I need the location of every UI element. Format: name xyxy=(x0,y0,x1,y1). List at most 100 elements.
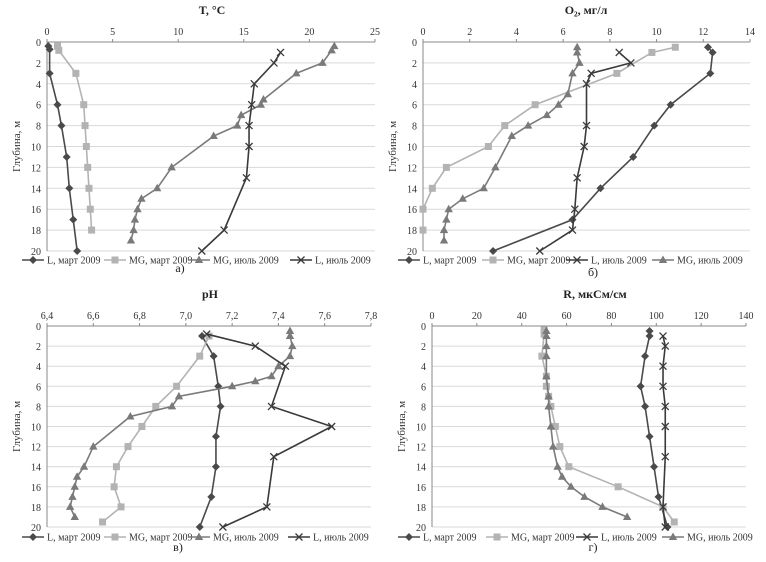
panel-a-temperature: 0 2 4 6 8 10 12 14 16 18 20 0 5 10 15 20 25 T, °C Глубина,… xyxy=(11,3,380,275)
data-point-MG_jul xyxy=(236,110,246,119)
legend-label-L_jul: L, июль 2009 xyxy=(315,256,371,267)
data-point-L_jul xyxy=(587,69,596,78)
data-point-MG_mar xyxy=(442,163,450,171)
panel-c-ph: 0 2 4 6 8 10 12 14 16 18 20 6,4 6,6 6,8 7,0 7,2 7,4 7,6 7,… xyxy=(11,287,377,554)
y-tick-label: 14 xyxy=(31,184,41,195)
data-point-L_jul xyxy=(661,402,670,411)
data-point-MG_jul xyxy=(251,376,260,385)
y-tick-label: 0 xyxy=(421,322,426,333)
data-point-MG_mar xyxy=(531,101,539,109)
data-point-L_jul xyxy=(661,523,670,531)
data-point-L_mar xyxy=(57,121,66,130)
panel-label: а) xyxy=(175,261,184,275)
data-point-MG_mar xyxy=(538,352,546,360)
data-point-L_mar xyxy=(641,402,650,411)
x-tick-label: 80 xyxy=(606,311,616,322)
x-tick-label: 14 xyxy=(745,27,755,38)
data-point-L_jul xyxy=(269,452,278,461)
y-tick-label: 12 xyxy=(407,163,417,174)
y-tick-label: 0 xyxy=(412,38,417,49)
legend-marker-L_mar xyxy=(29,256,37,264)
y-tick-label: 16 xyxy=(31,483,41,494)
data-point-MG_jul xyxy=(546,422,556,430)
data-point-L_mar xyxy=(596,184,605,193)
data-point-MG_jul xyxy=(133,204,142,213)
data-point-MG_jul xyxy=(568,68,577,77)
y-tick-label: 0 xyxy=(36,322,41,333)
panel-label: в) xyxy=(173,540,183,554)
data-point-L_mar xyxy=(45,45,54,54)
data-point-MG_jul xyxy=(542,351,551,360)
data-point-MG_jul xyxy=(479,183,488,192)
x-tick-label: 7,6 xyxy=(318,311,331,322)
x-tick-label: 6,6 xyxy=(87,311,100,322)
data-point-L_jul xyxy=(270,58,278,67)
data-point-L_jul xyxy=(197,247,206,255)
data-point-L_mar xyxy=(73,247,82,255)
data-point-MG_jul xyxy=(256,100,266,108)
y-tick-label: 12 xyxy=(416,443,426,454)
data-point-MG_jul xyxy=(79,462,89,470)
data-point-MG_mar xyxy=(53,42,61,50)
data-point-L_jul xyxy=(262,502,271,511)
legend-marker-L_mar xyxy=(405,256,413,264)
data-point-MG_jul xyxy=(439,225,449,234)
data-point-L_jul xyxy=(582,79,591,88)
y-tick-label: 6 xyxy=(421,382,426,393)
y-axis-label: Глубина, м xyxy=(11,401,23,452)
data-point-L_mar xyxy=(53,100,62,109)
data-point-MG_jul xyxy=(259,94,268,103)
data-point-L_jul xyxy=(245,121,254,130)
data-point-L_jul xyxy=(327,422,336,431)
chart-title: O₂, мг/л xyxy=(565,3,608,17)
data-point-L_jul xyxy=(626,58,635,67)
y-tick-label: 2 xyxy=(36,342,41,353)
data-point-MG_jul xyxy=(89,442,98,450)
x-tick-label: 60 xyxy=(562,311,572,322)
data-point-MG_jul xyxy=(233,121,242,129)
data-point-MG_jul xyxy=(542,341,551,350)
data-point-MG_mar xyxy=(138,423,146,430)
legend-label-MG_mar: MG, март 2009 xyxy=(507,256,571,267)
y-tick-label: 20 xyxy=(407,247,417,258)
series-line-MG_mar xyxy=(541,330,675,523)
legend-marker-L_mar xyxy=(29,533,37,541)
data-point-L_mar xyxy=(211,462,220,471)
data-point-MG_jul xyxy=(174,391,184,400)
data-point-L_mar xyxy=(650,462,659,471)
data-point-L_jul xyxy=(661,422,670,431)
y-tick-label: 2 xyxy=(412,59,417,70)
x-tick-label: 140 xyxy=(739,311,754,322)
legend-label-MG_jul: MG, июль 2009 xyxy=(213,256,279,267)
x-tick-label: 0 xyxy=(430,311,435,322)
data-point-L_jul xyxy=(281,362,290,371)
legend-label-MG_jul: MG, июль 2009 xyxy=(677,256,743,267)
data-point-MG_jul xyxy=(548,442,558,450)
data-point-MG_mar xyxy=(82,143,90,150)
legend-label-L_jul: L, июль 2009 xyxy=(601,533,657,544)
legend-label-L_mar: L, март 2009 xyxy=(423,533,477,544)
y-tick-label: 6 xyxy=(412,101,417,112)
data-point-L_jul xyxy=(218,523,227,531)
y-tick-label: 18 xyxy=(31,503,41,514)
y-tick-label: 10 xyxy=(416,423,426,434)
data-point-L_jul xyxy=(202,330,211,338)
data-point-L_mar xyxy=(195,523,204,531)
legend-marker-L_jul xyxy=(573,256,581,264)
data-point-MG_jul xyxy=(557,472,567,480)
y-tick-label: 2 xyxy=(421,342,426,353)
data-point-MG_jul xyxy=(458,194,467,202)
legend-marker-MG_mar xyxy=(111,533,119,541)
data-point-L_mar xyxy=(645,332,654,341)
data-point-MG_mar xyxy=(88,226,96,234)
data-point-MG_jul xyxy=(318,58,327,66)
data-point-MG_jul xyxy=(65,502,75,510)
data-point-MG_jul xyxy=(167,401,177,410)
data-point-MG_jul xyxy=(126,236,136,244)
x-tick-label: 7,8 xyxy=(365,311,378,322)
x-tick-label: 25 xyxy=(370,27,380,38)
data-point-MG_mar xyxy=(565,463,573,471)
data-point-MG_mar xyxy=(419,226,427,234)
data-point-MG_mar xyxy=(419,205,427,213)
